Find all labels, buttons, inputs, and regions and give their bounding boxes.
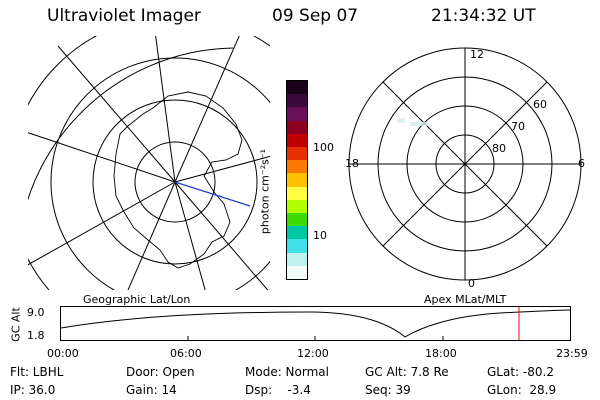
polar-plot-title: Apex MLat/MLT <box>424 293 507 306</box>
colorbar-swatch <box>287 252 307 266</box>
colorbar-swatch <box>287 265 307 280</box>
intensity-colorbar <box>286 80 308 280</box>
geographic-map <box>28 36 270 290</box>
alt-xtick-1: 06:00 <box>170 347 202 360</box>
info-gcalt: GC Alt: 7.8 Re <box>365 365 449 379</box>
colorbar-swatch <box>287 173 307 187</box>
colorbar-swatch <box>287 133 307 148</box>
time-label: 21:34:32 UT <box>431 6 536 26</box>
colorbar-swatch <box>287 94 307 108</box>
colorbar-swatch <box>287 120 307 134</box>
colorbar-swatch <box>287 226 307 240</box>
instrument-title: Ultraviolet Imager <box>47 6 201 26</box>
colorbar-swatch <box>287 239 307 253</box>
info-mode: Mode: Normal <box>245 365 329 379</box>
lat-label-60: 60 <box>533 98 547 111</box>
colorbar-swatch <box>287 199 307 214</box>
mlt-label-12: 12 <box>470 48 484 61</box>
lat-label-80: 80 <box>492 142 506 155</box>
colorbar-tick-10: 10 <box>313 229 327 242</box>
date-label: 09 Sep 07 <box>272 6 359 26</box>
colorbar-unit-label: photon cm⁻²s⁻¹ <box>258 148 272 235</box>
info-dsp: Dsp: -3.4 <box>245 383 311 397</box>
alt-xtick-0: 00:00 <box>47 347 79 360</box>
alt-xtick-2: 12:00 <box>297 347 329 360</box>
alt-xtick-3: 18:00 <box>425 347 457 360</box>
alt-ytick-9: 9.0 <box>27 306 45 319</box>
colorbar-swatch <box>287 213 307 227</box>
mlt-label-6: 6 <box>578 157 585 170</box>
info-ip: IP: 36.0 <box>10 383 56 397</box>
altitude-strip-plot <box>60 306 571 341</box>
polar-plot <box>348 47 582 281</box>
info-gain: Gain: 14 <box>126 383 177 397</box>
info-seq: Seq: 39 <box>365 383 411 397</box>
info-glon: GLon: 28.9 <box>487 383 557 397</box>
info-flt: Flt: LBHL <box>10 365 64 379</box>
info-glat: GLat: -80.2 <box>487 365 554 379</box>
colorbar-swatch <box>287 107 307 121</box>
colorbar-tick-100: 100 <box>313 141 334 154</box>
geo-map-title: Geographic Lat/Lon <box>83 293 191 306</box>
info-door: Door: Open <box>126 365 195 379</box>
alt-ytick-1.8: 1.8 <box>27 329 45 342</box>
alt-xtick-4: 23:59 <box>556 347 588 360</box>
mlt-label-0: 0 <box>468 277 475 290</box>
colorbar-swatch <box>287 160 307 174</box>
colorbar-swatch <box>287 81 307 95</box>
lat-label-70: 70 <box>511 120 525 133</box>
alt-ylabel: GC Alt <box>9 307 23 342</box>
mlt-label-18: 18 <box>345 157 359 170</box>
colorbar-swatch <box>287 147 307 161</box>
colorbar-swatch <box>287 186 307 200</box>
